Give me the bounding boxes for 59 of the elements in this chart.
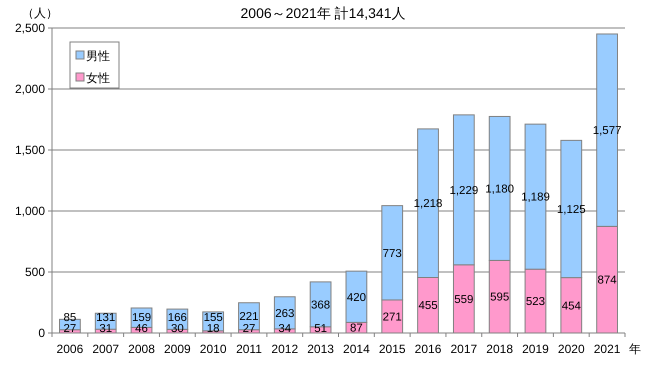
data-label: 18: [206, 323, 220, 335]
data-label: 271: [382, 311, 402, 324]
x-tick-label: 2020: [558, 342, 585, 356]
data-label: 51: [314, 323, 327, 335]
data-label: 159: [132, 312, 152, 324]
data-label: 131: [96, 312, 116, 324]
data-label: 1,577: [592, 125, 622, 138]
x-tick-label: 2019: [522, 342, 550, 356]
x-axis-title: 年: [629, 342, 641, 356]
data-label: 34: [278, 323, 292, 335]
data-label: 1,218: [414, 198, 442, 210]
x-tick-label: 2013: [307, 342, 334, 356]
x-tick-label: 2015: [378, 342, 406, 356]
x-tick-label: 2014: [343, 342, 370, 356]
x-tick-label: 2009: [164, 342, 192, 356]
x-tick-label: 2017: [450, 342, 478, 356]
data-label: 874: [598, 274, 618, 287]
x-tick-label: 2012: [271, 342, 298, 356]
legend-label: 女性: [86, 71, 110, 85]
x-tick-label: 2007: [92, 342, 120, 356]
x-tick-label: 2021: [594, 342, 621, 356]
y-tick-label: 2,000: [14, 82, 46, 96]
x-tick-label: 2018: [486, 342, 514, 356]
data-label: 85: [64, 312, 76, 324]
y-axis-title: （人）: [22, 6, 58, 20]
data-label: 31: [99, 323, 112, 335]
x-tick-label: 2011: [236, 342, 262, 356]
data-label: 87: [350, 322, 363, 335]
x-tick-label: 2008: [128, 342, 156, 356]
y-tick-label: 500: [24, 265, 46, 279]
x-tick-label: 2006: [56, 342, 84, 356]
data-label: 420: [346, 292, 366, 304]
data-label: 30: [170, 323, 184, 335]
data-label: 773: [382, 248, 402, 260]
data-label: 454: [562, 300, 582, 312]
data-label: 1,229: [449, 184, 478, 197]
data-label: 523: [526, 296, 546, 308]
x-tick-label: 2010: [200, 342, 227, 356]
data-label: 27: [242, 323, 256, 335]
data-label: 221: [239, 311, 259, 324]
data-label: 368: [311, 299, 330, 312]
data-label: 1,189: [521, 192, 550, 204]
x-tick-label: 2016: [414, 342, 442, 356]
data-label: 27: [64, 323, 76, 335]
data-label: 263: [275, 308, 294, 320]
y-tick-label: 0: [38, 326, 46, 340]
data-label: 1,125: [556, 204, 586, 216]
legend-label: 男性: [86, 49, 110, 63]
data-label: 455: [418, 300, 438, 312]
y-tick-label: 1,500: [14, 143, 46, 157]
data-label: 559: [454, 294, 474, 306]
y-tick-label: 2,500: [14, 21, 46, 35]
data-label: 155: [204, 312, 223, 324]
data-label: 595: [490, 292, 510, 304]
data-label: 166: [168, 312, 187, 324]
chart-title: 2006～2021年 計14,341人: [240, 5, 406, 21]
data-label: 46: [135, 323, 148, 335]
y-tick-label: 1,000: [14, 204, 46, 218]
data-label: 1,180: [485, 183, 514, 196]
